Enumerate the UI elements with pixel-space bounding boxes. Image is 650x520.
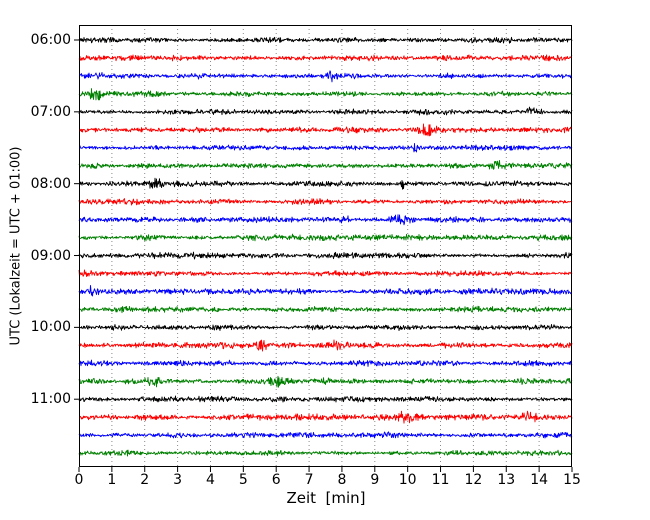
y-tick-label-07-00: 07:00	[30, 103, 71, 120]
x-tick-label-5: 5	[238, 472, 248, 488]
trace-11-30	[78, 431, 573, 439]
x-tick-label-10: 10	[398, 472, 417, 488]
trace-06-45	[78, 88, 573, 101]
x-tick-label-7: 7	[304, 472, 314, 488]
trace-06-30	[78, 70, 573, 83]
trace-10-45	[78, 375, 573, 388]
x-tick-label-15: 15	[563, 472, 581, 488]
trace-11-45	[78, 449, 573, 457]
y-tick-label-10-00: 10:00	[30, 319, 71, 336]
trace-08-15	[78, 198, 573, 206]
trace-09-00	[78, 251, 573, 260]
trace-06-15	[78, 54, 573, 62]
x-tick-label-2: 2	[140, 472, 150, 488]
trace-09-45	[78, 305, 573, 314]
trace-07-00	[78, 106, 573, 116]
x-tick-label-1: 1	[107, 472, 117, 488]
x-tick-label-0: 0	[74, 472, 84, 488]
trace-10-30	[78, 359, 573, 367]
y-tick-label-06-00: 06:00	[30, 32, 71, 48]
x-axis-label: Zeit [min]	[286, 489, 366, 507]
trace-06-00	[78, 36, 573, 44]
y-tick-label-11-00: 11:00	[30, 391, 71, 408]
x-tick-label-13: 13	[497, 472, 516, 488]
trace-07-30	[78, 142, 573, 153]
trace-11-15	[78, 410, 573, 424]
trace-09-15	[78, 269, 573, 278]
x-tick-label-6: 6	[271, 472, 281, 488]
x-tick-label-14: 14	[530, 472, 549, 488]
trace-09-30	[78, 284, 572, 297]
trace-08-45	[78, 233, 573, 242]
trace-07-45	[78, 160, 573, 170]
x-tick-label-8: 8	[337, 472, 347, 488]
y-tick-label-09-00: 09:00	[30, 247, 71, 264]
x-tick-label-11: 11	[431, 472, 450, 488]
plot-border	[79, 25, 572, 467]
trace-10-00	[78, 324, 573, 332]
trace-07-15	[78, 123, 573, 137]
trace-10-15	[78, 339, 573, 352]
y-tick-label-08-00: 08:00	[30, 175, 71, 192]
trace-08-30	[78, 214, 573, 226]
trace-08-00	[79, 177, 573, 190]
x-tick-label-12: 12	[464, 472, 483, 488]
x-tick-label-3: 3	[173, 472, 183, 488]
x-tick-label-9: 9	[370, 472, 380, 488]
trace-11-00	[78, 395, 573, 403]
x-tick-label-4: 4	[205, 472, 215, 488]
